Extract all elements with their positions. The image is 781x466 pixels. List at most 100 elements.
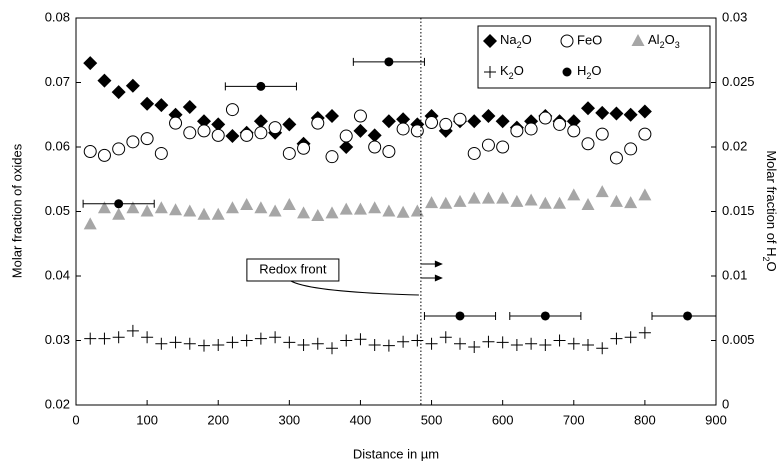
triangle-marker: [553, 196, 567, 209]
y-tick-label: 0.05: [45, 203, 70, 218]
triangle-marker: [240, 198, 254, 211]
plus-marker: [141, 331, 154, 344]
plus-marker: [454, 337, 466, 350]
triangle-marker: [112, 207, 126, 220]
diamond-marker: [225, 129, 240, 144]
x-tick-label: 700: [563, 412, 585, 427]
triangle-marker: [496, 191, 510, 204]
diamond-marker: [353, 123, 368, 138]
circle-marker: [268, 121, 282, 135]
triangle-marker: [631, 34, 645, 46]
plus-marker: [596, 342, 609, 355]
y-tick-label: 0.06: [45, 138, 70, 153]
y-tick-label: 0.03: [45, 332, 70, 347]
plus-marker: [126, 324, 139, 337]
triangle-marker: [624, 196, 638, 209]
plus-marker: [468, 340, 481, 353]
circle-marker: [211, 128, 225, 142]
triangle-marker: [538, 196, 552, 209]
y-tick-label: 0.07: [45, 74, 70, 89]
plus-marker: [169, 336, 182, 349]
triangle-marker: [638, 188, 652, 201]
plus-marker: [397, 335, 410, 348]
triangle-marker: [609, 194, 623, 207]
plus-marker: [439, 331, 452, 344]
diamond-marker: [637, 104, 652, 119]
dot-marker: [683, 311, 693, 321]
diamond-marker: [396, 112, 411, 127]
diamond-marker: [111, 85, 126, 100]
diamond-marker: [381, 114, 396, 129]
diamond-marker: [97, 73, 112, 88]
circle-marker: [567, 124, 581, 138]
plus-marker: [98, 332, 111, 345]
circle-marker: [453, 112, 467, 126]
circle-marker: [83, 145, 97, 159]
circle-marker: [439, 117, 453, 131]
plus-marker: [496, 336, 509, 349]
plus-marker: [624, 331, 637, 344]
front-arrow-head: [434, 274, 443, 282]
plus-marker: [84, 332, 97, 345]
circle-marker: [410, 124, 424, 138]
y2-tick-label: 0.03: [722, 9, 747, 24]
triangle-marker: [339, 202, 353, 215]
triangle-marker: [268, 204, 282, 217]
front-arrow-head: [434, 260, 443, 268]
y-tick-label: 0.04: [45, 267, 70, 282]
diamond-marker: [211, 117, 226, 132]
diamond-marker: [253, 114, 268, 129]
plus-marker: [582, 339, 594, 352]
dot-marker: [114, 199, 124, 209]
diamond-marker: [154, 98, 169, 113]
diamond-marker: [481, 109, 496, 124]
triangle-marker: [211, 207, 225, 220]
triangle-marker: [567, 188, 581, 201]
triangle-marker: [254, 201, 268, 214]
plus-marker: [525, 337, 538, 350]
triangle-marker: [368, 201, 382, 214]
plus-marker: [297, 339, 310, 352]
triangle-marker: [453, 194, 467, 207]
diamond-marker: [367, 128, 382, 143]
plus-marker: [212, 339, 225, 352]
plus-marker: [539, 339, 552, 352]
legend-label: Al2O3: [648, 32, 680, 50]
circle-marker: [240, 128, 254, 142]
y2-tick-label: 0.005: [722, 332, 755, 347]
circle-marker: [396, 122, 410, 136]
circle-marker: [510, 124, 524, 138]
triangle-marker: [510, 194, 524, 207]
diamond-marker: [566, 114, 581, 129]
circle-marker: [524, 122, 538, 136]
diamond-marker: [140, 96, 155, 111]
triangle-marker: [197, 207, 211, 220]
plus-marker: [183, 337, 196, 350]
legend-label: Na2O: [500, 32, 532, 50]
triangle-marker: [297, 206, 311, 219]
circle-marker: [609, 151, 623, 165]
x-tick-label: 800: [634, 412, 656, 427]
circle-marker: [126, 135, 140, 149]
triangle-marker: [154, 201, 168, 214]
circle-marker: [183, 126, 197, 140]
triangle-marker: [140, 204, 154, 217]
x-tick-label: 400: [350, 412, 372, 427]
x-tick-label: 900: [705, 412, 727, 427]
dot-marker: [384, 57, 394, 67]
circle-marker: [282, 146, 296, 160]
plus-marker: [226, 336, 239, 349]
y2-tick-label: 0: [722, 396, 729, 411]
plus-marker: [567, 337, 580, 350]
y-tick-label: 0.02: [45, 396, 70, 411]
circle-marker: [496, 140, 510, 154]
plus-marker: [340, 334, 353, 347]
plus-marker: [610, 332, 623, 345]
legend: Na2O FeO Al2O3 K2O H2O: [477, 25, 711, 89]
diamond-marker: [581, 101, 595, 116]
dot-marker: [455, 311, 465, 321]
triangle-marker: [183, 204, 197, 217]
triangle-marker: [396, 205, 410, 218]
x-tick-label: 500: [421, 412, 443, 427]
circle-marker: [638, 127, 652, 141]
